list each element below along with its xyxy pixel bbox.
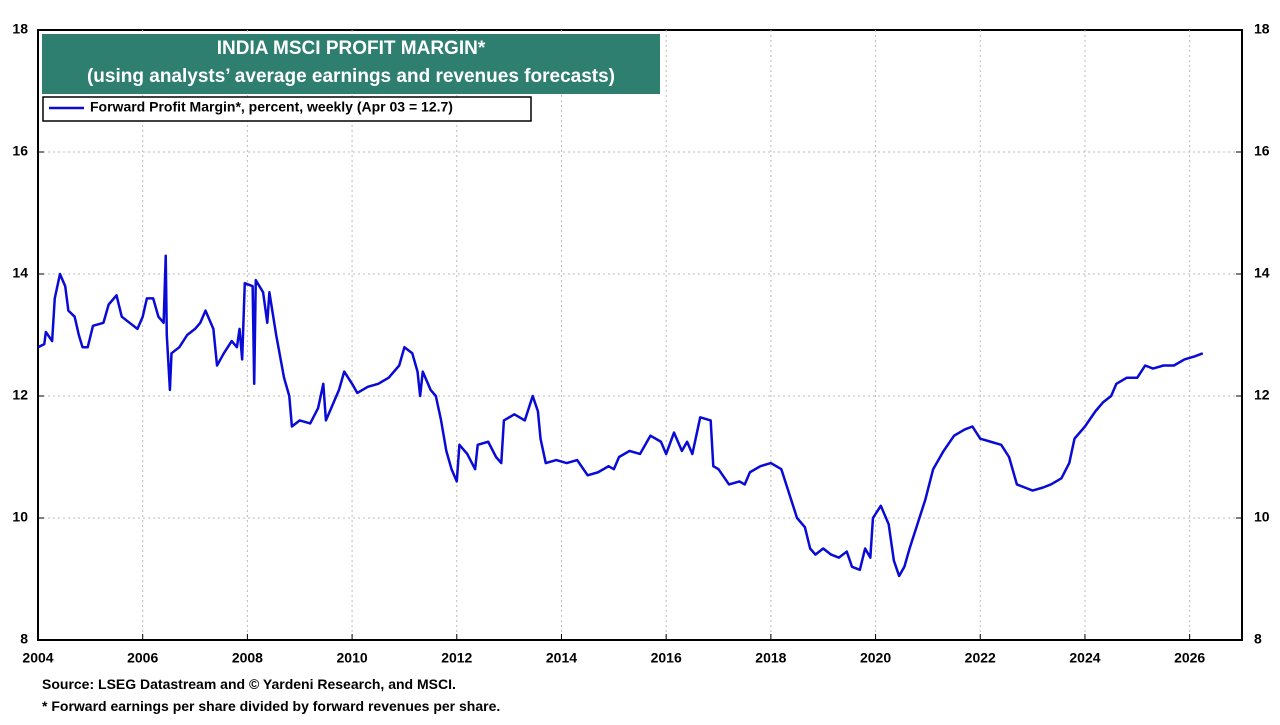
y2-tick-label: 10 [1254, 509, 1270, 525]
x-tick-label: 2020 [860, 650, 891, 666]
y-tick-label: 14 [12, 265, 28, 281]
y2-tick-label: 12 [1254, 387, 1270, 403]
y-tick-label: 16 [12, 143, 28, 159]
title-box [42, 34, 660, 94]
y-tick-label: 18 [12, 21, 28, 37]
y2-tick-label: 8 [1254, 631, 1262, 647]
lines [37, 254, 1204, 578]
y-tick-label: 8 [20, 631, 28, 647]
x-tick-label: 2012 [441, 650, 472, 666]
x-tick-label: 2024 [1069, 650, 1100, 666]
x-tick-label: 2014 [546, 650, 577, 666]
x-tick-label: 2022 [965, 650, 996, 666]
y2-tick-label: 18 [1254, 21, 1270, 37]
x-tick-label: 2004 [22, 650, 53, 666]
x-tick-label: 2010 [337, 650, 368, 666]
footnote: * Forward earnings per share divided by … [42, 698, 500, 714]
y-tick-label: 10 [12, 509, 28, 525]
x-tick-label: 2008 [232, 650, 263, 666]
grid [38, 30, 1242, 640]
legend-label: Forward Profit Margin*, percent, weekly … [90, 99, 453, 115]
x-tick-label: 2016 [651, 650, 682, 666]
y-tick-label: 12 [12, 387, 28, 403]
x-tick-label: 2026 [1174, 650, 1205, 666]
chart-title: INDIA MSCI PROFIT MARGIN* [217, 38, 486, 59]
y2-tick-label: 14 [1254, 265, 1270, 281]
chart-subtitle: (using analysts’ average earnings and re… [87, 66, 615, 87]
series-line [37, 254, 1204, 578]
y2-tick-label: 16 [1254, 143, 1270, 159]
x-tick-label: 2018 [755, 650, 786, 666]
x-tick-label: 2006 [127, 650, 158, 666]
source: Source: LSEG Datastream and © Yardeni Re… [42, 676, 456, 692]
legend-box [42, 96, 532, 122]
